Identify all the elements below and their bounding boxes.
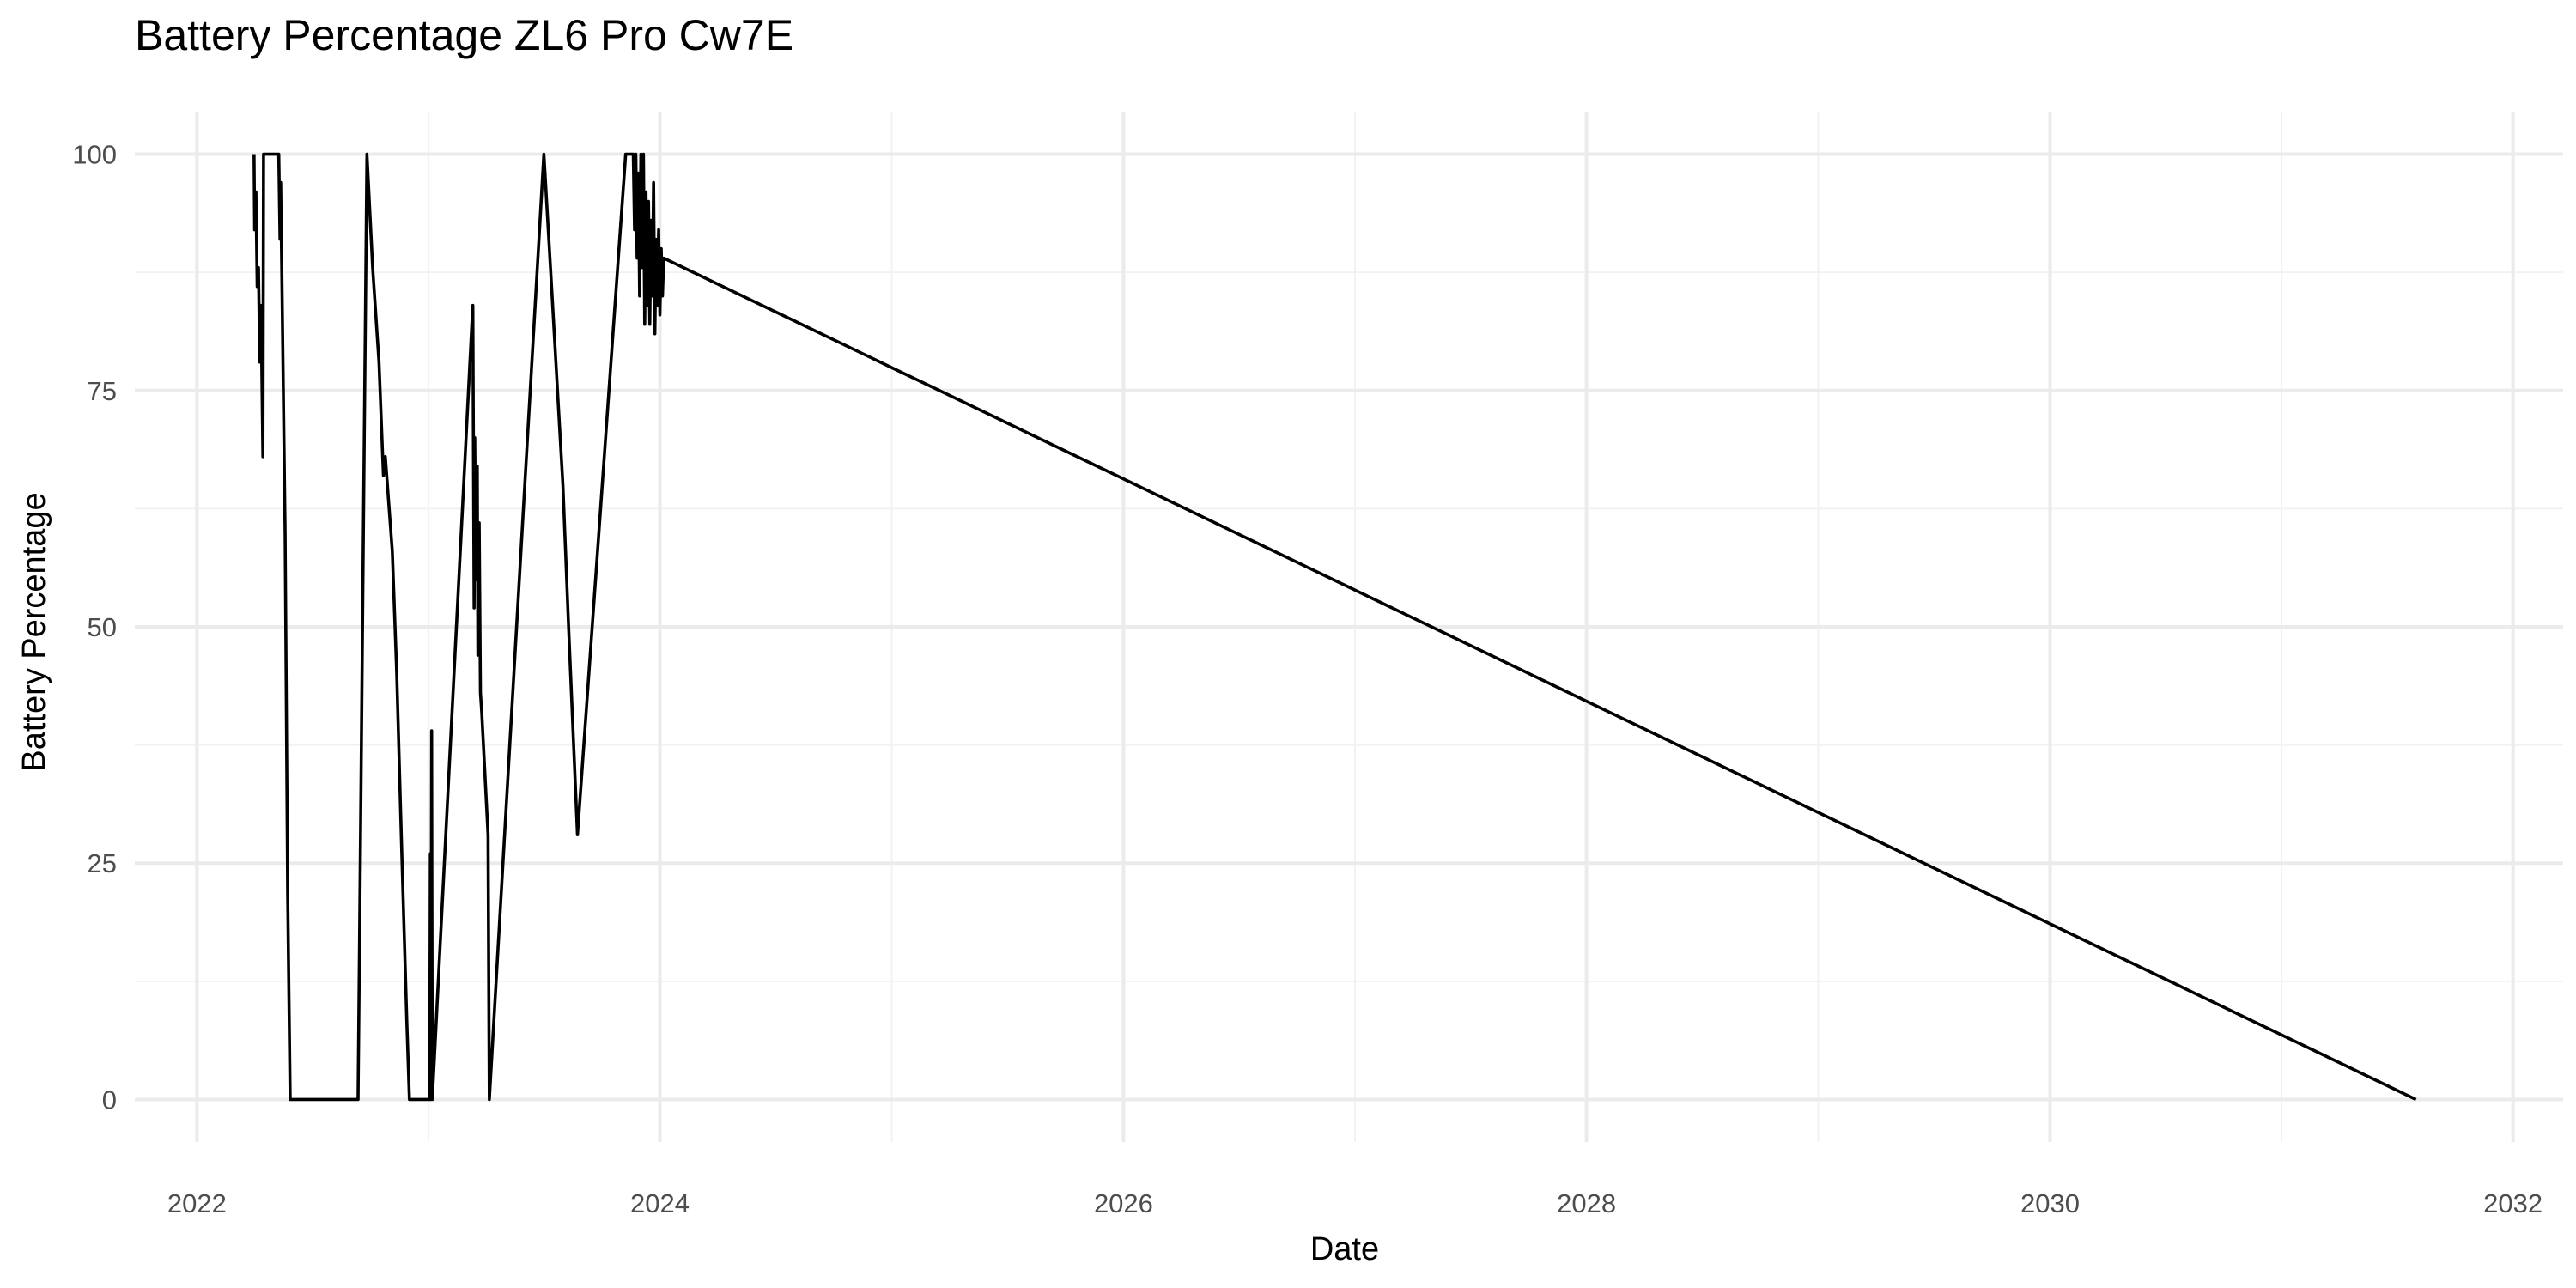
x-axis-title: Date (1310, 1231, 1379, 1267)
y-tick-label: 100 (72, 140, 117, 170)
x-tick-label: 2028 (1557, 1188, 1616, 1218)
y-tick-label: 25 (88, 848, 117, 878)
y-tick-label: 50 (88, 612, 117, 642)
tick-labels: 2022 2024 2026 2028 2030 2032 0 25 50 75 100 (72, 140, 2543, 1218)
x-tick-label: 2022 (167, 1188, 227, 1218)
x-tick-label: 2032 (2483, 1188, 2543, 1218)
y-tick-label: 0 (102, 1084, 117, 1115)
major-gridlines (135, 112, 2563, 1142)
x-tick-label: 2024 (630, 1188, 690, 1218)
y-tick-label: 75 (88, 376, 117, 406)
series-layer (252, 152, 2417, 1102)
x-tick-label: 2026 (1094, 1188, 1153, 1218)
x-tick-label: 2030 (2020, 1188, 2080, 1218)
y-axis-title: Battery Percentage (16, 492, 52, 771)
series-line-0 (252, 152, 2417, 1102)
chart-title: Battery Percentage ZL6 Pro Cw7E (135, 11, 794, 59)
